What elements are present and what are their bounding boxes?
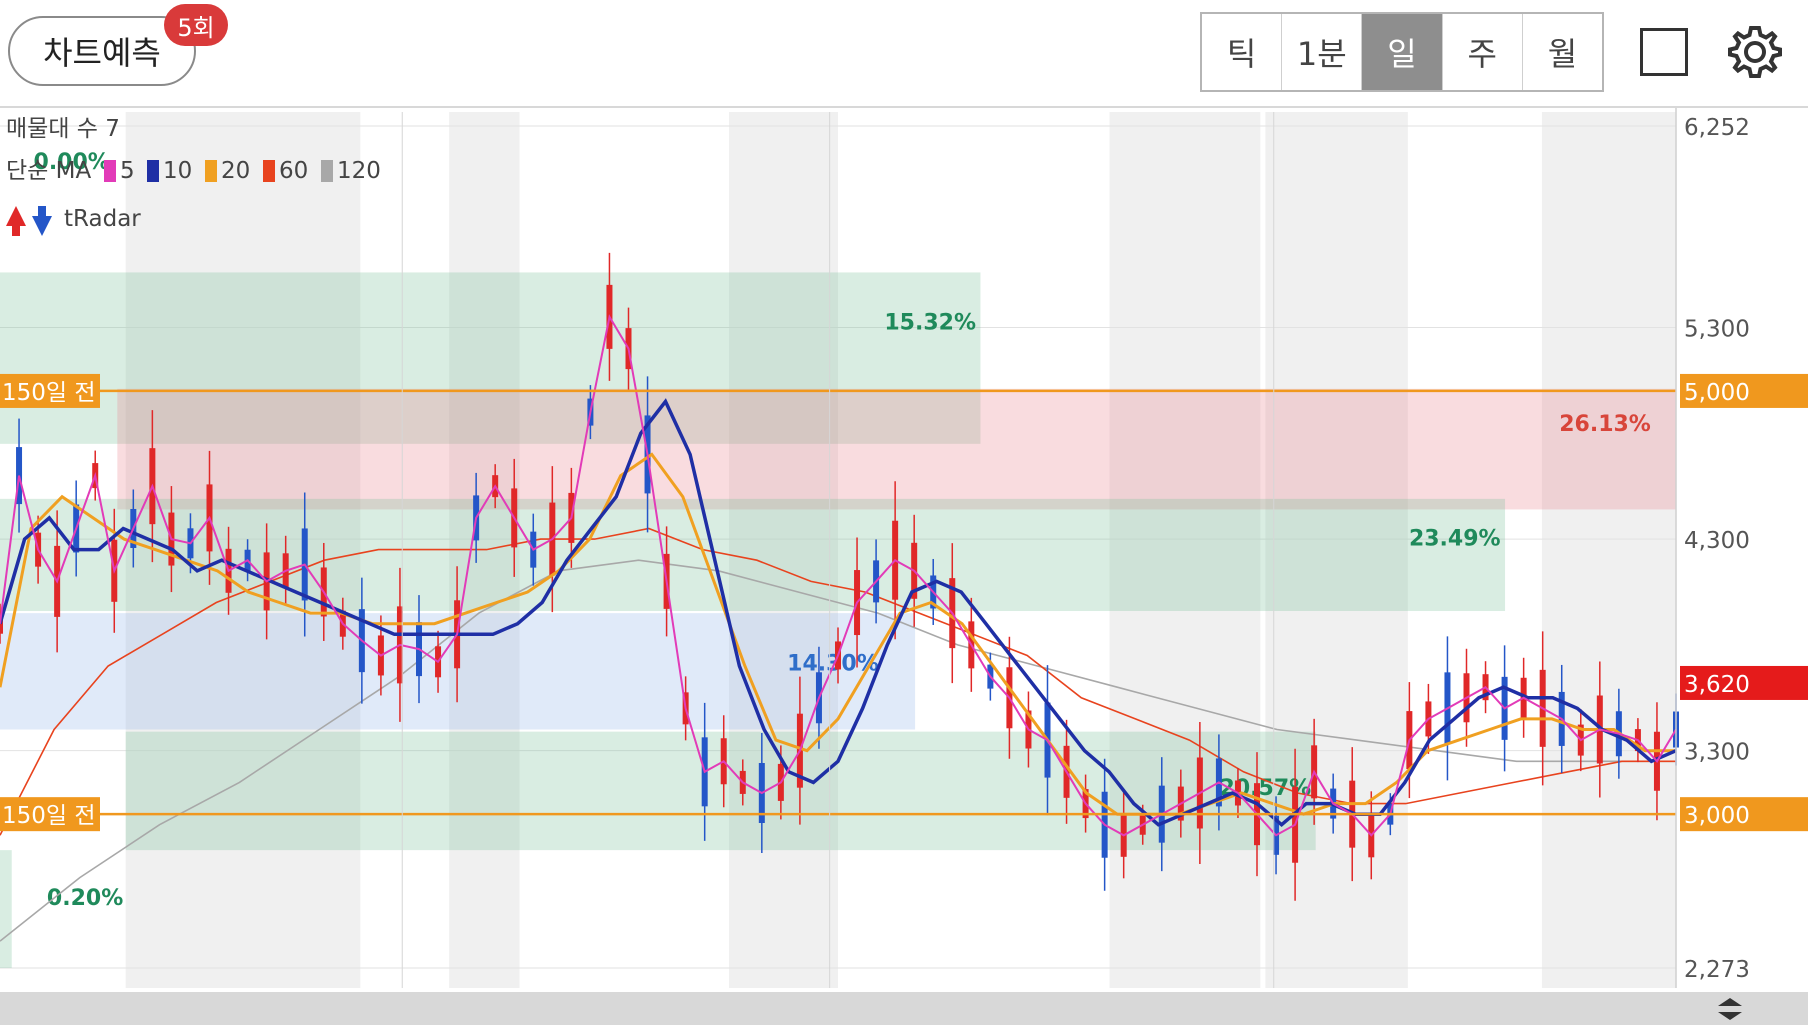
period-tab-1[interactable]: 1분 xyxy=(1282,14,1363,90)
period-tab-4[interactable]: 월 xyxy=(1547,35,1578,73)
reference-price-box-0 xyxy=(1680,373,1808,408)
y-tick-label-3: 3,300 xyxy=(1684,740,1750,766)
y-tick-label-0: 6,252 xyxy=(1684,115,1750,141)
ma-legend-swatch-0 xyxy=(104,160,116,182)
period-tab-2[interactable]: 일 xyxy=(1362,14,1443,90)
zone-percent-label-2: 23.49% xyxy=(1409,526,1501,551)
reference-label-box-1 xyxy=(0,797,100,832)
reference-price-label-0: 5,000 xyxy=(1684,380,1750,406)
volume-zone-0 xyxy=(0,272,981,444)
gear-icon[interactable] xyxy=(1725,22,1785,82)
tradar-label: tRadar xyxy=(64,206,141,232)
period-shade-3 xyxy=(1109,112,1261,988)
period-shade-2 xyxy=(729,112,838,988)
resize-handle-icon[interactable] xyxy=(1710,994,1750,1024)
checkbox-toggle[interactable] xyxy=(1640,28,1688,76)
zone-percent-label-0: 15.32% xyxy=(884,311,976,336)
y-tick-label-4: 2,273 xyxy=(1684,957,1750,983)
reference-label-1: 150일 전 xyxy=(2,803,96,829)
period-selector: 틱 1분 일 주 월 xyxy=(1200,12,1604,92)
current-price-box xyxy=(1680,665,1808,700)
ma-legend-swatch-2 xyxy=(205,160,217,182)
ma-legend-period-1: 10 xyxy=(163,158,192,184)
reference-price-label-1: 3,000 xyxy=(1684,803,1750,829)
top-toolbar: 차트예측 5회 틱 1분 일 주 월 xyxy=(0,0,1808,108)
ma20-line xyxy=(0,452,1676,816)
period-shade-5 xyxy=(1541,112,1676,988)
reference-price-box-1 xyxy=(1680,797,1808,832)
zone-percent-label-3: 14.30% xyxy=(787,651,879,676)
ma-legend-period-2: 20 xyxy=(221,158,250,184)
down-arrow-icon xyxy=(32,206,52,236)
ma-legend-period-4: 120 xyxy=(337,158,381,184)
ma-legend-swatch-3 xyxy=(263,160,275,182)
ma5-line xyxy=(0,314,1677,837)
zone-percent-label-6: 0.00% xyxy=(34,150,110,175)
reference-label-0: 150일 전 xyxy=(2,380,96,406)
volume-zone-1 xyxy=(117,388,1677,510)
ma-legend-swatch-1 xyxy=(147,160,159,182)
reference-label-box-0 xyxy=(0,373,100,408)
y-tick-label-2: 4,300 xyxy=(1684,528,1750,554)
volume-zone-4 xyxy=(125,731,1316,851)
chart-predict-label: 차트예측 xyxy=(43,34,161,72)
period-tab-3[interactable]: 주 xyxy=(1443,14,1523,90)
current-price-label: 3,620 xyxy=(1684,672,1750,698)
ma-legend-swatch-4 xyxy=(321,160,333,182)
ma-legend-period-0: 5 xyxy=(120,158,135,184)
ma60-line xyxy=(0,527,1676,836)
period-shade-0 xyxy=(125,112,361,988)
ma-legend-title: 단순 MA xyxy=(6,158,91,184)
predict-count-badge: 5회 xyxy=(164,4,228,46)
period-shade-4 xyxy=(1265,112,1408,988)
volume-profile-label: 매물대 수 7 xyxy=(6,116,120,142)
period-tab-0[interactable]: 틱 xyxy=(1202,14,1283,90)
y-tick-label-1: 5,300 xyxy=(1684,316,1750,342)
stock-chart[interactable]: 15.32%26.13%23.49%14.30%20.57%0.20%0.00%… xyxy=(0,108,1808,992)
zone-percent-label-5: 0.20% xyxy=(47,886,123,911)
ma-legend-period-3: 60 xyxy=(279,158,308,184)
up-arrow-icon xyxy=(6,206,26,236)
zone-percent-label-1: 26.13% xyxy=(1559,412,1651,437)
ma120-line xyxy=(0,559,1676,942)
volume-zone-5 xyxy=(0,850,12,968)
bottom-bar xyxy=(0,992,1808,1025)
